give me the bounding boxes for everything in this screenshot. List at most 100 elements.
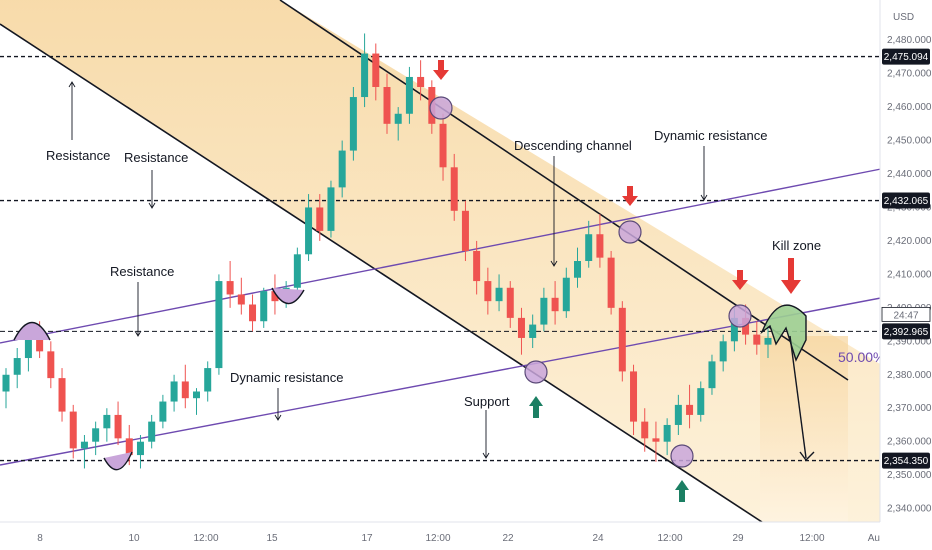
red-arrow-channel [622,186,638,206]
candle [618,301,626,382]
time-tick-label: 12:00 [799,533,824,544]
time-tick-label: 17 [361,533,373,544]
green-arrow-mid [529,396,543,418]
price-tick-label: 2,420.000 [887,236,932,247]
circle-support-mid [524,360,548,384]
candle [394,107,402,141]
candle [517,307,525,355]
red-arrow-top [433,60,449,80]
chart-background [0,0,880,522]
candle [439,113,447,181]
price-tick-label: 2,360.000 [887,437,932,448]
candle [484,267,492,315]
candle [764,327,772,359]
candle [473,240,481,295]
label-descending-channel: Descending channel [514,138,632,153]
time-tick-label: 12:00 [425,533,450,544]
price-level-tag: 2,432.065 [882,192,930,209]
candle [562,267,570,318]
price-tick-label: 2,380.000 [887,370,932,381]
candle [215,274,223,375]
price-tick-label: 2,470.000 [887,69,932,80]
candle [372,43,380,101]
candle [204,361,212,402]
annotation-labels: Resistance Resistance Resistance Dynamic… [46,128,885,409]
price-level-labels: 2,475.094 2,432.065 2,392.965 2,354.350 24:4… [881,48,931,469]
time-tick-label: 8 [37,533,43,544]
candle [260,287,268,328]
price-tick-label: 2,390.000 [887,336,932,347]
candle [170,374,178,412]
svg-text:2,475.094: 2,475.094 [884,52,929,63]
candle [148,414,156,449]
candle [450,153,458,221]
candle [114,401,122,446]
channel-lower-line [0,23,763,523]
candle [551,281,559,325]
candle [2,368,10,409]
candle [361,33,369,108]
candle [686,384,694,429]
kill-zone-shape [760,304,807,362]
time-axis-ticks: 8 10 12:00 15 17 12:00 22 24 12:00 29 12:00 Au [37,533,880,544]
candle [316,194,324,241]
candle [293,247,301,295]
candle [663,418,671,456]
time-tick-label: 10 [128,533,140,544]
annotation-pointers [68,81,708,459]
descending-channel-fill [0,0,880,522]
circle-right [728,304,752,328]
price-level-tag: 2,392.965 [882,323,930,340]
candle [652,421,660,462]
candle [103,408,111,442]
label-resistance-1: Resistance [46,148,110,163]
candle [697,381,705,422]
candle [271,274,279,315]
svg-text:2,354.350: 2,354.350 [884,456,929,467]
candle [405,66,413,124]
candle [417,60,425,101]
projection-path [789,335,807,459]
candle [607,250,615,315]
svg-text:24:47: 24:47 [893,310,918,321]
price-level-tag: 2,475.094 [882,48,930,65]
price-tick-label: 2,370.000 [887,403,932,414]
candle [193,388,200,415]
time-tick-label: 15 [266,533,278,544]
time-tick-label: 29 [732,533,744,544]
time-tick-label: 12:00 [657,533,682,544]
arc-support-left [103,451,133,471]
candle [338,140,346,198]
time-axis[interactable] [0,521,932,550]
candle [383,73,391,134]
price-tick-label: 2,460.000 [887,102,932,113]
candle [719,334,727,372]
green-arrow-low [675,480,689,502]
svg-text:2,432.065: 2,432.065 [884,196,929,207]
price-tick-label: 2,480.000 [887,35,932,46]
candle [753,321,761,355]
label-support: Support [464,394,510,409]
candle [495,274,503,312]
candle [92,421,100,456]
candle [585,220,593,268]
candle [58,368,66,422]
candle [574,247,581,288]
fib-label: 50.00% [838,349,885,365]
label-dynamic-resistance-top: Dynamic resistance [654,128,767,143]
candle [181,364,189,409]
candle [305,194,313,261]
label-resistance-2: Resistance [124,150,188,165]
candle [708,354,716,395]
price-axis-ticks: 2,340.000 2,350.000 2,360.000 2,370.000 2,38… [887,35,932,514]
candle [461,200,469,261]
candle [641,408,649,452]
time-tick-label: 12:00 [193,533,218,544]
time-tick-label: 24 [592,533,604,544]
candle [136,435,144,469]
annotation-shapes [13,60,815,502]
candle [69,404,77,459]
label-resistance-3: Resistance [110,264,174,279]
candle [506,281,514,328]
